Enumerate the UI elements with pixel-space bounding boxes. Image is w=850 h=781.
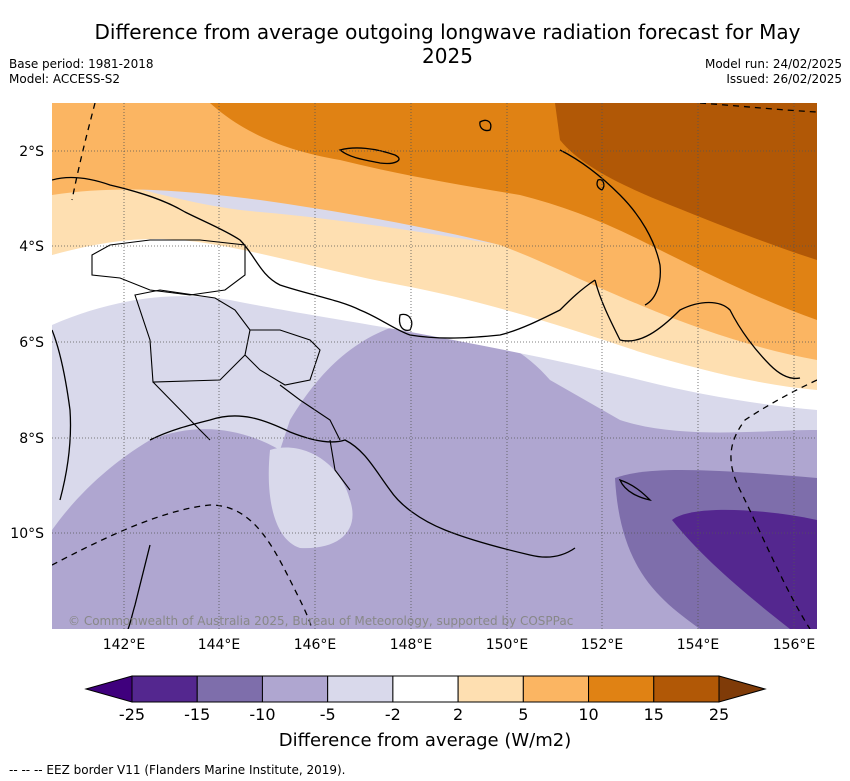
band-minus10 xyxy=(52,320,817,629)
rossel-island xyxy=(618,478,652,502)
eez-northwest xyxy=(71,103,96,201)
lon-tick-label: 154°E xyxy=(677,637,720,653)
band-neutral xyxy=(52,230,817,410)
colorbar-segment xyxy=(327,675,394,703)
lon-tick-label: 156°E xyxy=(773,637,816,653)
colorbar-tick-label: 25 xyxy=(709,705,729,724)
colorbar-segment xyxy=(261,675,329,703)
colorbar-segment xyxy=(522,675,590,703)
lat-tick-label: 2°S xyxy=(19,144,44,160)
islet-3 xyxy=(398,313,413,331)
lon-tick-label: 150°E xyxy=(486,637,529,653)
new-guinea-west-coast xyxy=(52,329,72,501)
border-line-3 xyxy=(329,439,351,491)
lat-tick-label: 6°S xyxy=(19,335,44,351)
gridlines xyxy=(52,103,817,629)
colorbar-title: Difference from average (W/m2) xyxy=(278,730,572,751)
model-run: Model run: 24/02/2025 xyxy=(704,57,842,71)
province-sandaun xyxy=(91,239,246,296)
copyright-text: © Commonwealth of Australia 2025, Bureau… xyxy=(68,614,573,628)
colorbar-tick-label: 2 xyxy=(453,705,463,724)
lon-tick-label: 152°E xyxy=(581,637,624,653)
new-ireland xyxy=(559,149,661,306)
colorbar-tick-label: -2 xyxy=(385,705,401,724)
band-minus5-pocket xyxy=(268,447,353,549)
colorbar-segment xyxy=(588,675,655,703)
colorbar-segment xyxy=(196,675,263,703)
colorbar-segment xyxy=(131,675,198,703)
colorbar-over-arrow xyxy=(718,675,767,703)
colorbar-segment xyxy=(653,675,720,703)
lon-tick-label: 146°E xyxy=(294,637,337,653)
islet-1 xyxy=(479,119,492,132)
new-guinea-south-coast xyxy=(149,415,576,558)
lat-tick-label: 10°S xyxy=(10,526,44,542)
lon-tick-label: 148°E xyxy=(390,637,433,653)
colorbar-tick-label: 10 xyxy=(578,705,598,724)
colorbar-tick-label: -10 xyxy=(249,705,275,724)
issued-date: Issued: 26/02/2025 xyxy=(726,72,842,86)
lat-tick-label: 4°S xyxy=(19,239,44,255)
map-title: Difference from average outgoing longwav… xyxy=(94,20,801,68)
lat-ticks: 2°S 4°S 6°S 8°S 10°S xyxy=(10,144,44,542)
meta-right: Model run: 24/02/2025 Issued: 26/02/2025 xyxy=(705,57,842,87)
colorbar-tick-label: 15 xyxy=(644,705,664,724)
eez-legend-note: -- -- -- EEZ border V11 (Flanders Marine… xyxy=(9,763,346,777)
colorbar-segment xyxy=(457,675,524,703)
model-name: Model: ACCESS-S2 xyxy=(9,72,121,86)
colorbar-tick-label: 5 xyxy=(518,705,528,724)
lon-tick-label: 144°E xyxy=(198,637,241,653)
new-guinea-north-coast xyxy=(52,176,596,339)
band-plus5 xyxy=(52,103,817,360)
new-britain xyxy=(594,279,801,380)
band-plus2 xyxy=(52,170,817,390)
cape-york-coast xyxy=(127,544,151,629)
colorbar-tick-label: -5 xyxy=(320,705,336,724)
band-plus15 xyxy=(555,103,817,260)
lon-ticks: 142°E 144°E 146°E 148°E 150°E 152°E 154°… xyxy=(103,637,816,653)
colorbar-under-arrow xyxy=(84,675,133,703)
colorbar-tick-label: -15 xyxy=(184,705,210,724)
colorbar-segment xyxy=(392,675,459,703)
olr-anomaly-field: © Commonwealth of Australia 2025, Bureau… xyxy=(52,103,817,629)
meta-left: Base period: 1981-2018 Model: ACCESS-S2 xyxy=(9,57,154,87)
eez-northeast xyxy=(699,103,817,113)
eez-borders xyxy=(52,103,817,629)
base-period: Base period: 1981-2018 xyxy=(9,57,154,71)
colorbar: -25 -15 -10 -5 -2 2 5 10 15 25 xyxy=(84,675,767,724)
eez-southwest xyxy=(52,504,313,629)
colorbar-tick-label: -25 xyxy=(119,705,145,724)
province-western-highlands xyxy=(134,289,251,383)
manus-island xyxy=(338,147,400,165)
band-minus25 xyxy=(672,509,817,629)
lat-tick-label: 8°S xyxy=(19,431,44,447)
border-line-1 xyxy=(152,381,211,441)
lon-tick-label: 142°E xyxy=(103,637,146,653)
coastlines xyxy=(52,119,801,629)
